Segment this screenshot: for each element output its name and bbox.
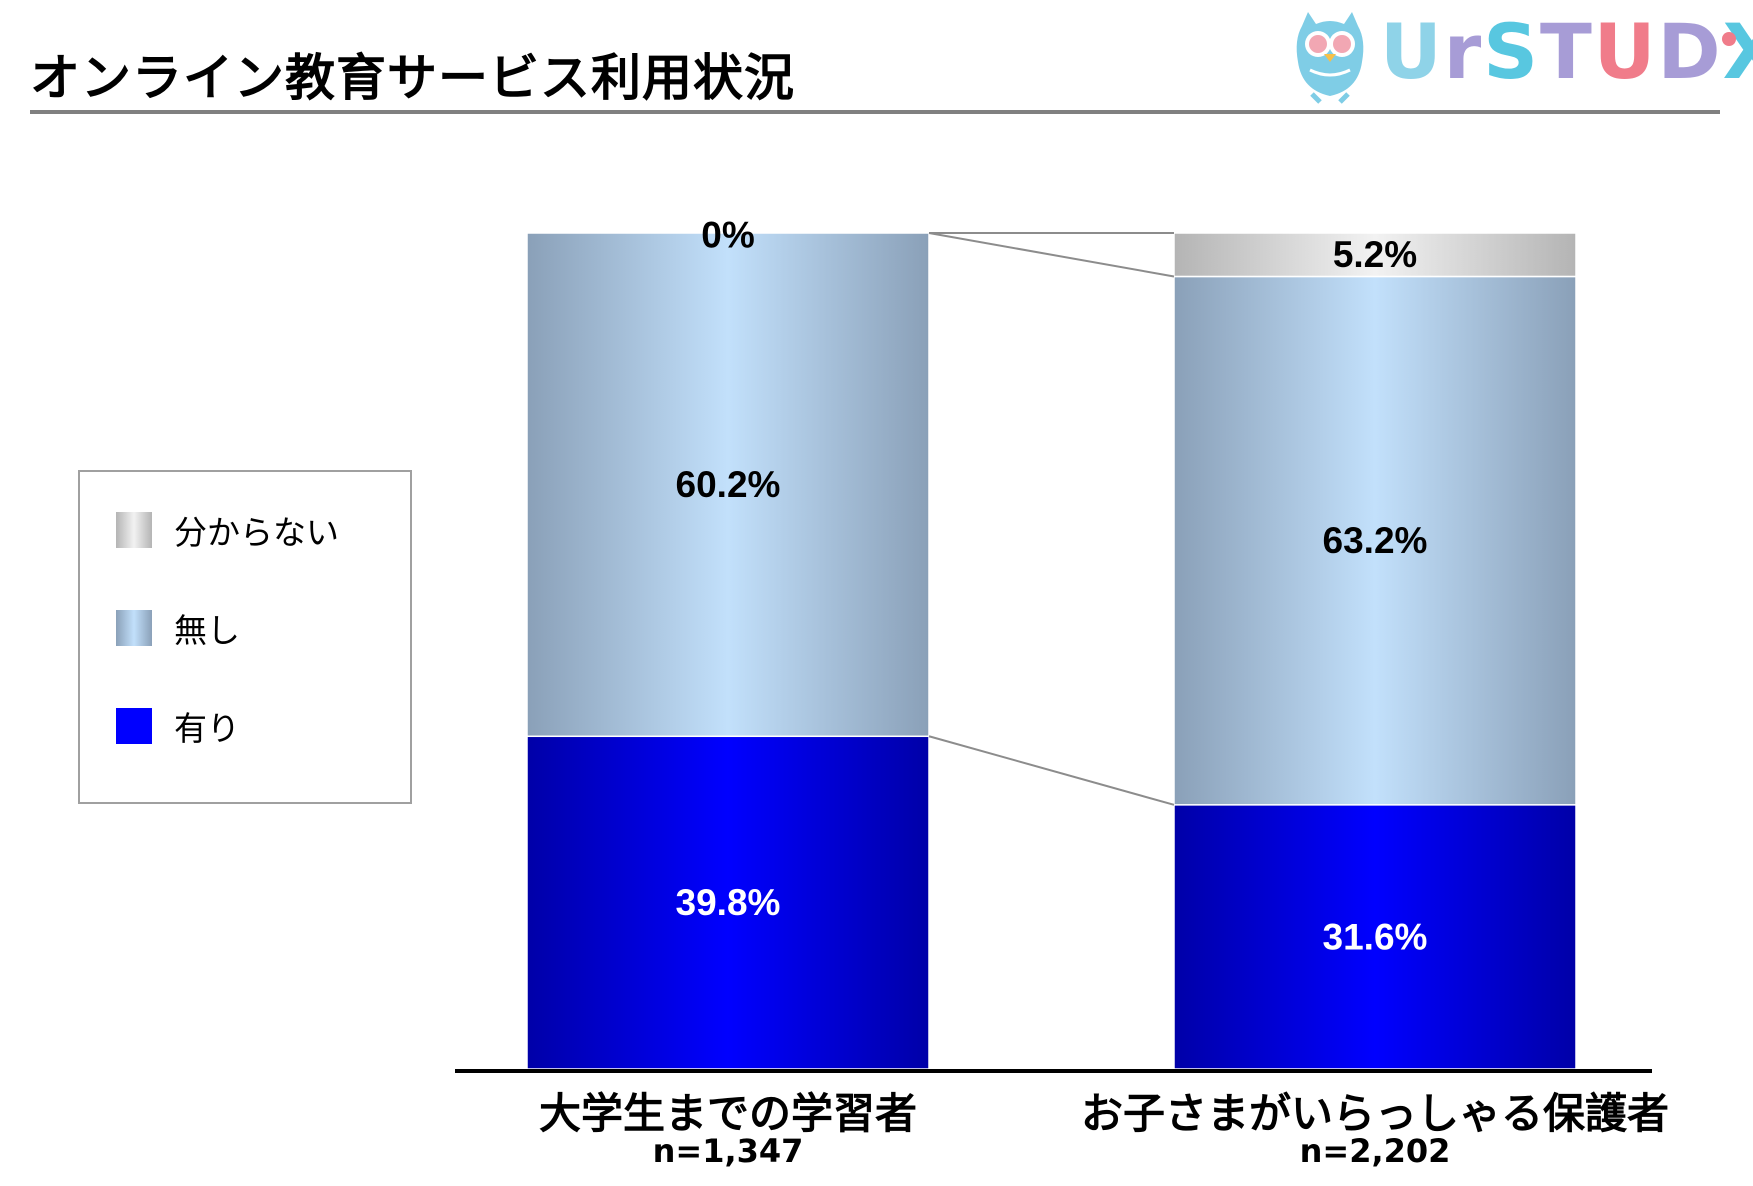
bar-segment-no [526, 232, 930, 738]
urstudx-logo: UrSTUDX [1290, 2, 1753, 112]
data-label: 5.2% [1333, 234, 1417, 275]
logo-wordmark: UrSTUDX [1380, 14, 1753, 90]
category-label: 大学生までの学習者 [538, 1089, 918, 1138]
bar-segment-unknown [1173, 232, 1577, 278]
legend-label: 分からない [174, 513, 339, 552]
bar-segment-no [1173, 275, 1577, 806]
logo-letter: D [1657, 7, 1723, 96]
data-label: 0% [701, 215, 754, 256]
logo-letter: X [1723, 7, 1753, 96]
legend: 分からない 無し 有り [78, 470, 412, 804]
legend-swatch-no [116, 610, 152, 646]
legend-item-unknown: 分からない [116, 510, 339, 552]
connector-line [928, 232, 1175, 278]
logo-dot [1722, 32, 1736, 46]
data-label: 60.2% [676, 464, 781, 505]
bar-segment-yes [1173, 804, 1577, 1070]
owl-icon [1296, 12, 1364, 104]
sample-size-label: n=1,347 [652, 1132, 804, 1170]
data-label: 39.8% [676, 882, 781, 923]
legend-swatch-yes [116, 708, 152, 744]
logo-letter: U [1593, 7, 1658, 96]
data-label: 63.2% [1323, 520, 1428, 561]
legend-label: 有り [174, 709, 240, 748]
legend-swatch-unknown [116, 512, 152, 548]
data-label: 31.6% [1323, 916, 1428, 957]
connector-line [928, 735, 1175, 806]
logo-letter: U [1380, 7, 1444, 96]
legend-label: 無し [174, 611, 240, 650]
logo-letter: T [1539, 7, 1594, 96]
sample-size-label: n=2,202 [1299, 1132, 1451, 1170]
title-divider [30, 110, 1720, 114]
logo-letter: r [1443, 7, 1484, 96]
bar-segment-yes [526, 735, 930, 1070]
page-title: オンライン教育サービス利用状況 [30, 49, 795, 107]
category-label: お子さまがいらっしゃる保護者 [1080, 1089, 1670, 1138]
legend-item-yes: 有り [116, 706, 240, 748]
legend-item-no: 無し [116, 608, 240, 650]
logo-letter: S [1483, 7, 1540, 96]
